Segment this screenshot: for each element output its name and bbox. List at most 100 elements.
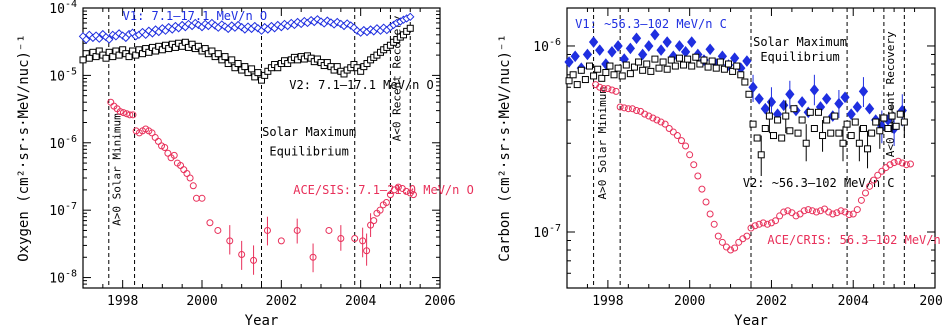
- oxygen-series-1-point: [254, 69, 262, 77]
- carbon-y-tick-label: 10-7: [533, 223, 561, 241]
- carbon-series-2-point: [808, 207, 816, 215]
- oxygen-x-tick-label: 2000: [186, 294, 217, 309]
- carbon-series-2-point: [894, 157, 902, 165]
- oxygen-series-2-point: [183, 170, 191, 178]
- carbon-series-2-point: [812, 208, 820, 216]
- carbon-series-0-point: [582, 48, 593, 61]
- carbon-series-1-point: [761, 125, 769, 133]
- oxygen-series-2-point: [180, 166, 188, 174]
- oxygen-series-1-point: [244, 69, 252, 77]
- oxygen-series-1-point: [224, 60, 232, 68]
- oxygen-series-1-point: [145, 48, 153, 56]
- carbon-series-1-point: [585, 62, 593, 70]
- carbon-series-2-point: [767, 219, 775, 227]
- carbon-x-axis-title: Year: [734, 313, 768, 329]
- oxygen-series-1-point: [264, 67, 272, 75]
- carbon-series-2-point: [665, 125, 673, 133]
- oxygen-series-1-point: [284, 60, 292, 68]
- oxygen-series-1-point: [125, 53, 133, 61]
- carbon-series-2-point: [604, 85, 612, 93]
- carbon-series-1-point: [602, 69, 610, 77]
- carbon-series-1-point: [753, 134, 761, 142]
- oxygen-series-2-point: [154, 137, 162, 145]
- carbon-series-0-point: [631, 32, 642, 45]
- oxygen-series-2-point: [394, 183, 402, 191]
- carbon-series-1-point: [839, 139, 847, 147]
- carbon-series-0-point: [754, 93, 764, 105]
- carbon-series-2-point: [861, 189, 869, 197]
- oxygen-series-2-point: [123, 110, 131, 118]
- oxygen-x-tick-label: 2006: [424, 294, 455, 309]
- carbon-series-2-point: [698, 185, 706, 193]
- carbon-series-2-point: [608, 86, 616, 94]
- carbon-series-1-point: [769, 132, 777, 140]
- carbon-series-1-point: [618, 72, 626, 80]
- carbon-series-2-point: [845, 211, 853, 219]
- carbon-series-2-point: [792, 212, 800, 220]
- carbon-series-2-point: [731, 244, 739, 252]
- oxygen-series-1-point: [353, 64, 361, 72]
- carbon-x-tick-label: 2000: [674, 294, 705, 309]
- carbon-series-1-point: [851, 118, 859, 126]
- carbon-series-2-point: [817, 207, 825, 215]
- carbon-series-2-point: [600, 85, 608, 93]
- carbon-series-2-point: [628, 105, 636, 113]
- carbon-series-1-point: [635, 58, 643, 66]
- oxygen-series-2-point: [263, 226, 271, 234]
- carbon-series-0-point: [785, 88, 795, 101]
- carbon-series-1-point: [626, 70, 634, 78]
- carbon-series-1-point: [647, 67, 655, 75]
- carbon-series-2-point: [624, 105, 632, 113]
- carbon-series-2-point: [776, 212, 784, 220]
- carbon-series-0-point: [644, 40, 654, 52]
- carbon-series-0-point: [846, 108, 856, 120]
- oxygen-series-2-point: [226, 237, 234, 245]
- carbon-series-1-point: [590, 72, 598, 80]
- carbon-x-tick-label: 1998: [592, 294, 623, 309]
- oxygen-series-2-point: [206, 219, 214, 227]
- carbon-series-2-point: [853, 206, 861, 214]
- carbon-period-label: A<0 Recent Recovery: [884, 31, 897, 157]
- oxygen-series-2-point: [402, 187, 410, 195]
- oxygen-series-1-point: [135, 46, 143, 54]
- carbon-series-1-point: [819, 132, 827, 140]
- carbon-series-1-point: [614, 64, 622, 72]
- oxygen-series-2-point: [119, 109, 127, 117]
- oxygen-x-axis-title: Year: [245, 313, 279, 329]
- carbon-series-0-point: [822, 93, 832, 105]
- oxygen-series-2-point: [129, 111, 137, 119]
- carbon-series-1-point: [831, 112, 839, 120]
- oxygen-series-1-point: [241, 63, 249, 71]
- carbon-series-2-point: [751, 222, 759, 230]
- carbon-series-2-point: [747, 224, 755, 232]
- carbon-series-0-point: [779, 99, 789, 112]
- carbon-panel: 1998 2000 2002 2004 2006 Year 10-6 10-7 Carbon (…: [497, 7, 943, 329]
- oxygen-series-2-point: [161, 144, 169, 152]
- carbon-series-2-point: [669, 128, 677, 136]
- carbon-series-0-point: [638, 48, 648, 61]
- carbon-series-2-point: [727, 246, 735, 254]
- oxygen-series-2-point: [148, 129, 156, 137]
- carbon-series-0-point: [760, 102, 770, 115]
- oxygen-series-2-point: [376, 206, 384, 214]
- carbon-series-2-point: [706, 210, 714, 218]
- carbon-series-2-point: [641, 110, 649, 118]
- carbon-x-tick-label: 2002: [756, 294, 787, 309]
- carbon-series-1-point: [725, 60, 733, 68]
- carbon-series-1-point: [594, 65, 602, 73]
- oxygen-period-label: Equilibrium: [269, 144, 348, 158]
- oxygen-series-2-point: [277, 237, 285, 245]
- carbon-period-label: A>0 Solar Minimum: [596, 87, 609, 200]
- carbon-series-0-point: [662, 36, 672, 48]
- carbon-series-1-point: [864, 145, 872, 153]
- carbon-series-2-point: [837, 207, 845, 215]
- carbon-series-0-point: [650, 28, 660, 41]
- oxygen-series-2-point: [325, 226, 333, 234]
- oxygen-x-tick-label: 1998: [107, 294, 138, 309]
- carbon-series-1-point: [814, 108, 822, 116]
- oxygen-series-2-point: [238, 250, 246, 258]
- oxygen-y-tick-label: 10-4: [49, 0, 77, 17]
- oxygen-series-2-point: [337, 234, 345, 242]
- carbon-series-1-point: [835, 129, 843, 137]
- carbon-series-1-point: [855, 139, 863, 147]
